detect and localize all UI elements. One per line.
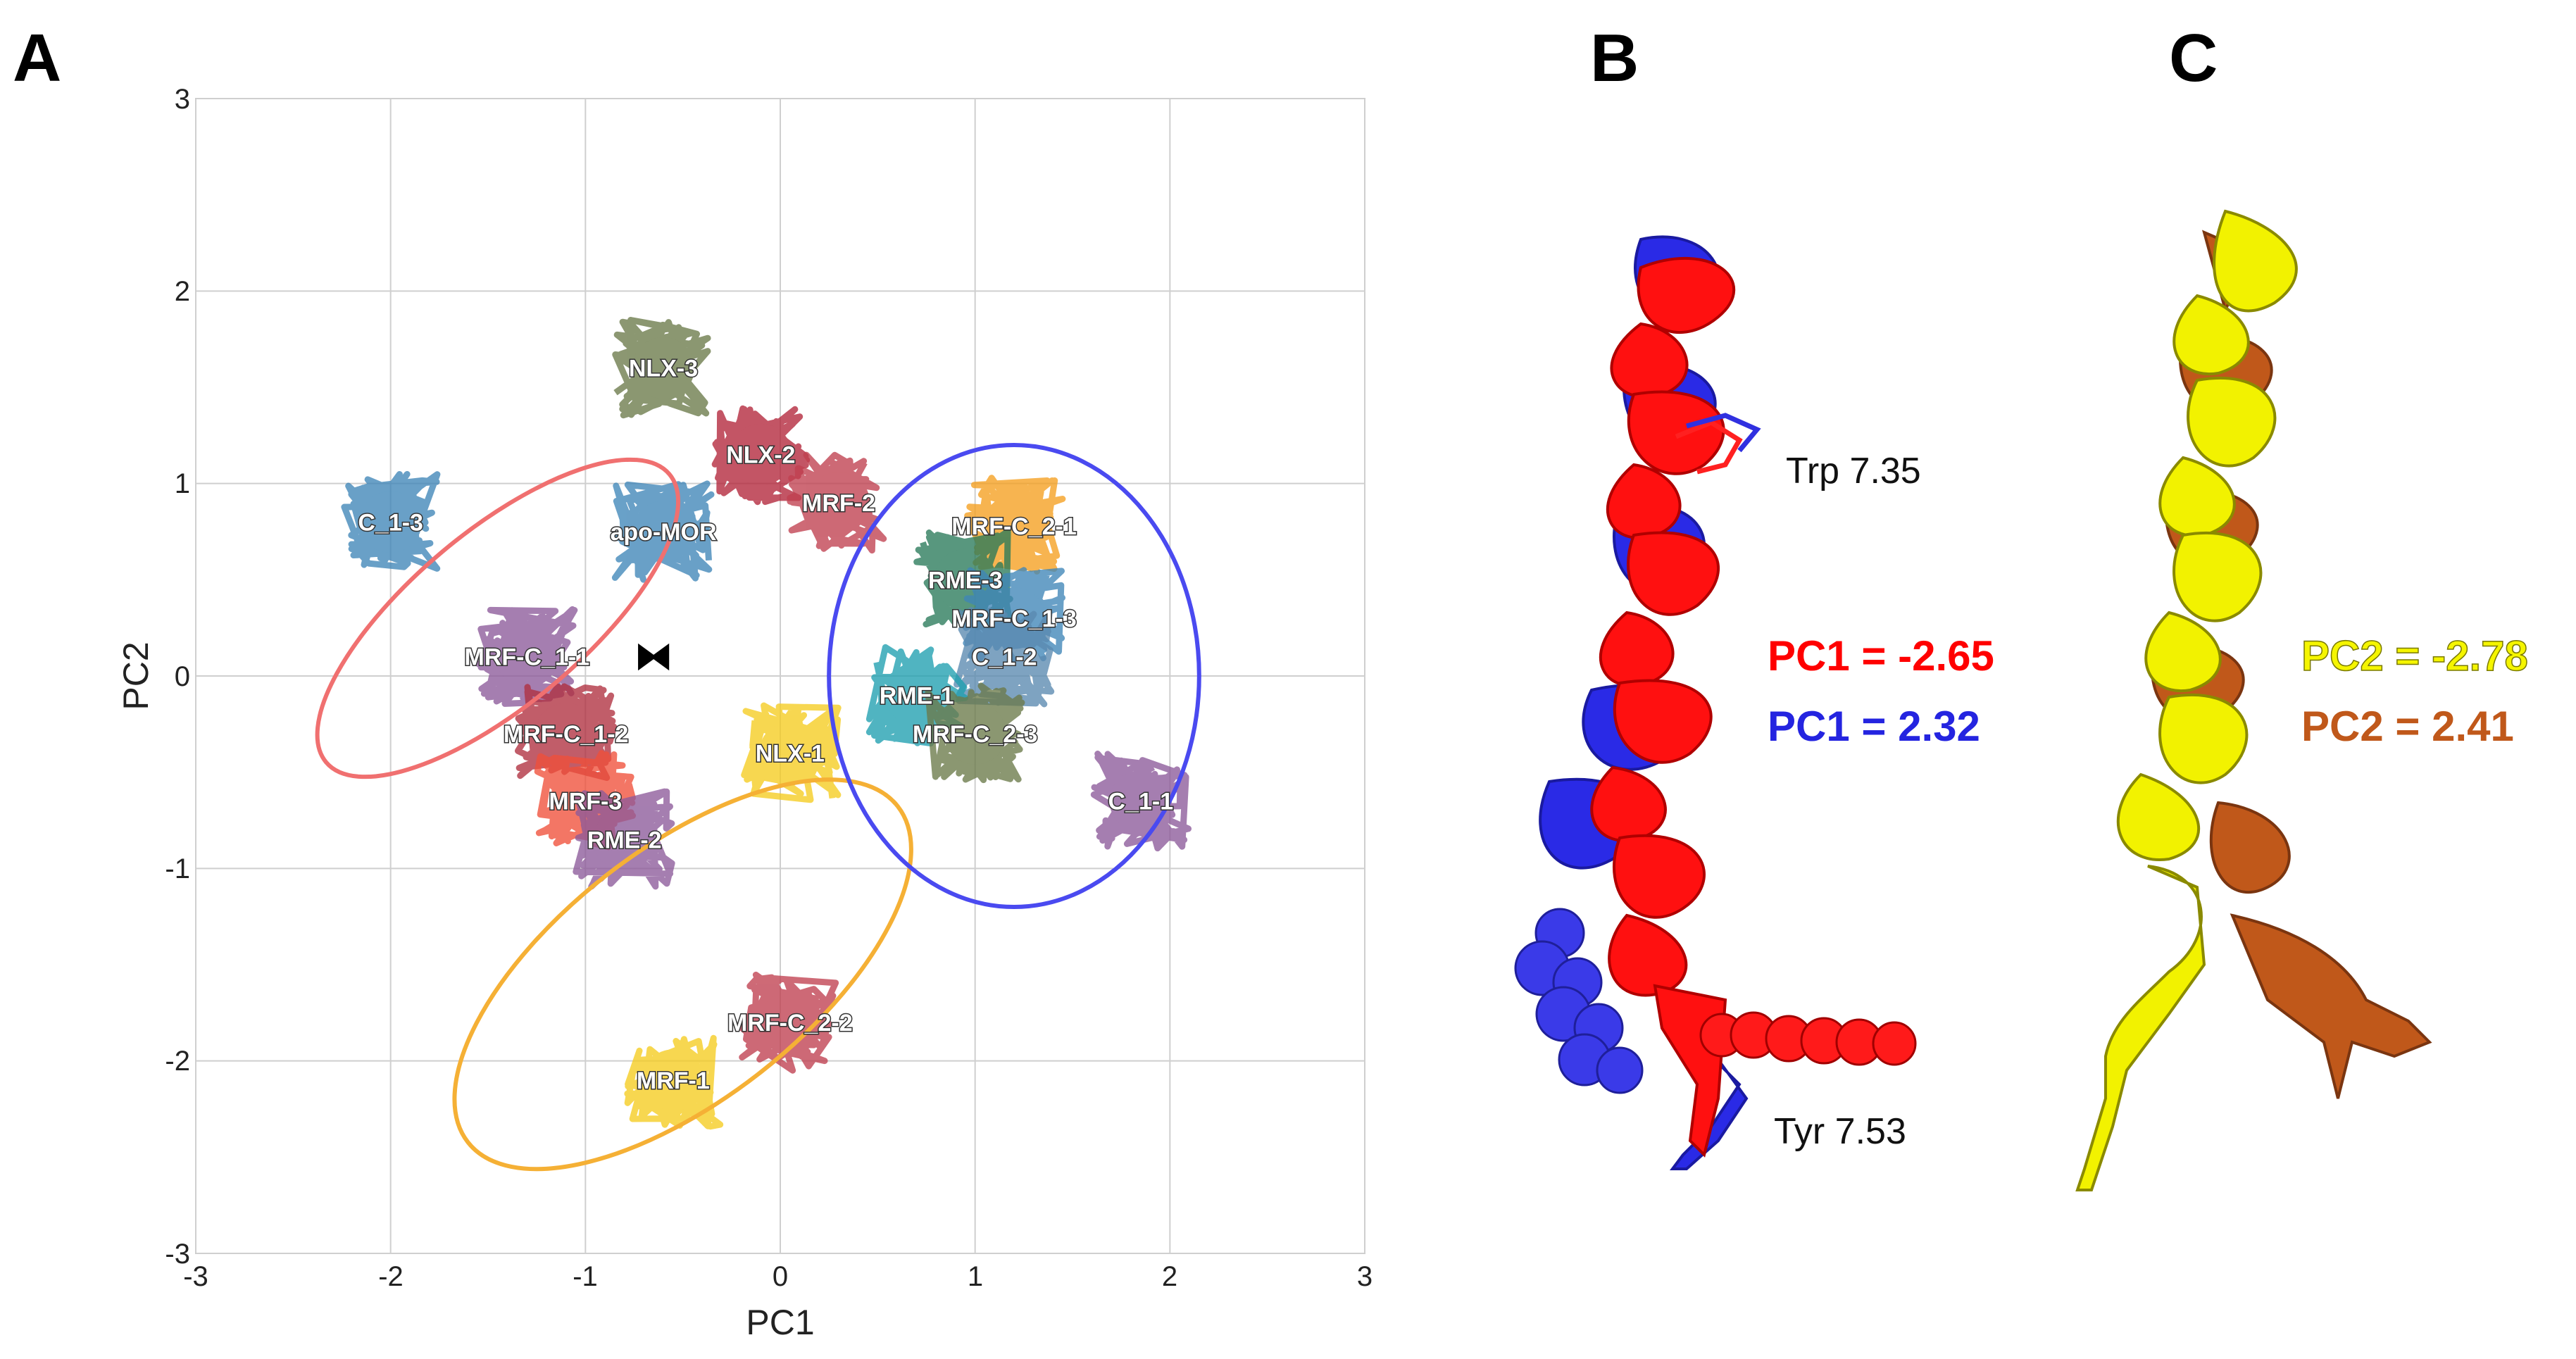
cluster-label: MRF-C_2-1 [951,513,1077,540]
cluster-label: MRF-2 [802,490,875,517]
cluster-label: NLX-2 [726,442,795,469]
y-axis-label: PC2 [116,641,156,710]
x-tick: -2 [378,1261,404,1292]
cluster-blobs [341,317,1192,1130]
panel-c-letter: C [2169,20,2218,96]
pc2-yellow-value: PC2 = -2.78 [2301,632,2528,680]
cluster-ellipse [827,443,1201,909]
cluster-label: RME-3 [928,567,1003,594]
cluster-ellipse [452,777,913,1172]
pc2-brown-value: PC2 = 2.41 [2301,703,2514,750]
cluster-ellipse [315,457,681,779]
yellow-helix [2075,209,2298,1191]
cluster-label: RME-1 [880,682,954,709]
cluster-label: NLX-3 [629,356,698,382]
red-tyr-spheres [1699,1011,1917,1066]
cluster-point [612,317,711,419]
x-tick: 1 [968,1261,983,1292]
cluster-label: RME-2 [587,827,662,853]
cluster-label: apo-MOR [610,519,716,546]
pc1-blue-value: PC1 = 2.32 [1768,703,1980,750]
red-helix [1590,256,1736,1158]
y-tick: 3 [175,84,190,115]
pca-chart: -3 -2 -1 0 1 2 3 3 2 1 0 -1 -2 -3 PC1 PC… [116,84,1373,1342]
y-tick: 0 [175,661,190,692]
cluster-point [475,606,578,707]
cluster-label: MRF-1 [637,1067,710,1094]
cluster-label: C_1-2 [972,644,1037,671]
pc1-red-value: PC1 = -2.65 [1768,632,1994,680]
trp-sticks [1675,413,1761,475]
y-tick: 2 [175,276,190,307]
y-tick: -3 [165,1239,190,1270]
panel-c-structure: PC2 = -2.78 PC2 = 2.41 [2075,209,2529,1191]
cluster-point [515,683,618,781]
x-tick: 2 [1162,1261,1177,1292]
y-tick: -1 [165,853,190,884]
cluster-label: MRF-C_1-1 [465,644,590,671]
cluster-labels: NLX-3 NLX-2 MRF-2 apo-MOR C_1-3 MRF-C_1-1 MRF-… [357,354,1175,1095]
cluster-label: C_1-3 [358,509,423,536]
cluster-point [954,607,1055,708]
x-axis-label: PC1 [746,1303,814,1342]
x-axis-ticks: -3 -2 -1 0 1 2 3 [183,1261,1373,1292]
y-tick: 1 [175,468,190,499]
x-tick: 0 [773,1261,788,1292]
cluster-label: MRF-C_1-3 [951,606,1077,632]
panel-b-letter: B [1590,20,1639,96]
cluster-point [925,682,1025,784]
cluster-label: NLX-1 [756,740,825,767]
apo-marker-icon: ⧓ [634,634,673,678]
x-tick: 3 [1357,1261,1373,1292]
cluster-point [1090,751,1192,852]
cluster-ellipses [315,443,1201,1172]
blue-tyr-spheres [1514,908,1644,1094]
cluster-point [787,451,887,554]
trp-label: Trp 7.35 [1786,451,1921,491]
cluster-label: MRF-C_2-3 [913,721,1038,748]
cluster-label: C_1-1 [1108,789,1174,815]
y-tick: -2 [165,1046,190,1077]
cluster-point [711,405,811,506]
cluster-label: MRF-C_1-2 [504,721,629,748]
cluster-point [611,480,715,583]
y-axis-ticks: 3 2 1 0 -1 -2 -3 [165,84,190,1270]
x-tick: -1 [573,1261,598,1292]
cluster-point [341,470,441,572]
cluster-point [624,1034,724,1130]
cluster-label: MRF-C_2-2 [727,1010,853,1037]
tyr-label: Tyr 7.53 [1774,1111,1906,1152]
x-tick: -3 [183,1261,208,1292]
cluster-point [741,702,842,803]
panel-a-letter: A [13,20,61,96]
panel-b-structure: Trp 7.35 Tyr 7.53 PC1 = -2.65 PC1 = 2.32 [1514,235,1994,1170]
cluster-label: MRF-3 [549,789,622,815]
